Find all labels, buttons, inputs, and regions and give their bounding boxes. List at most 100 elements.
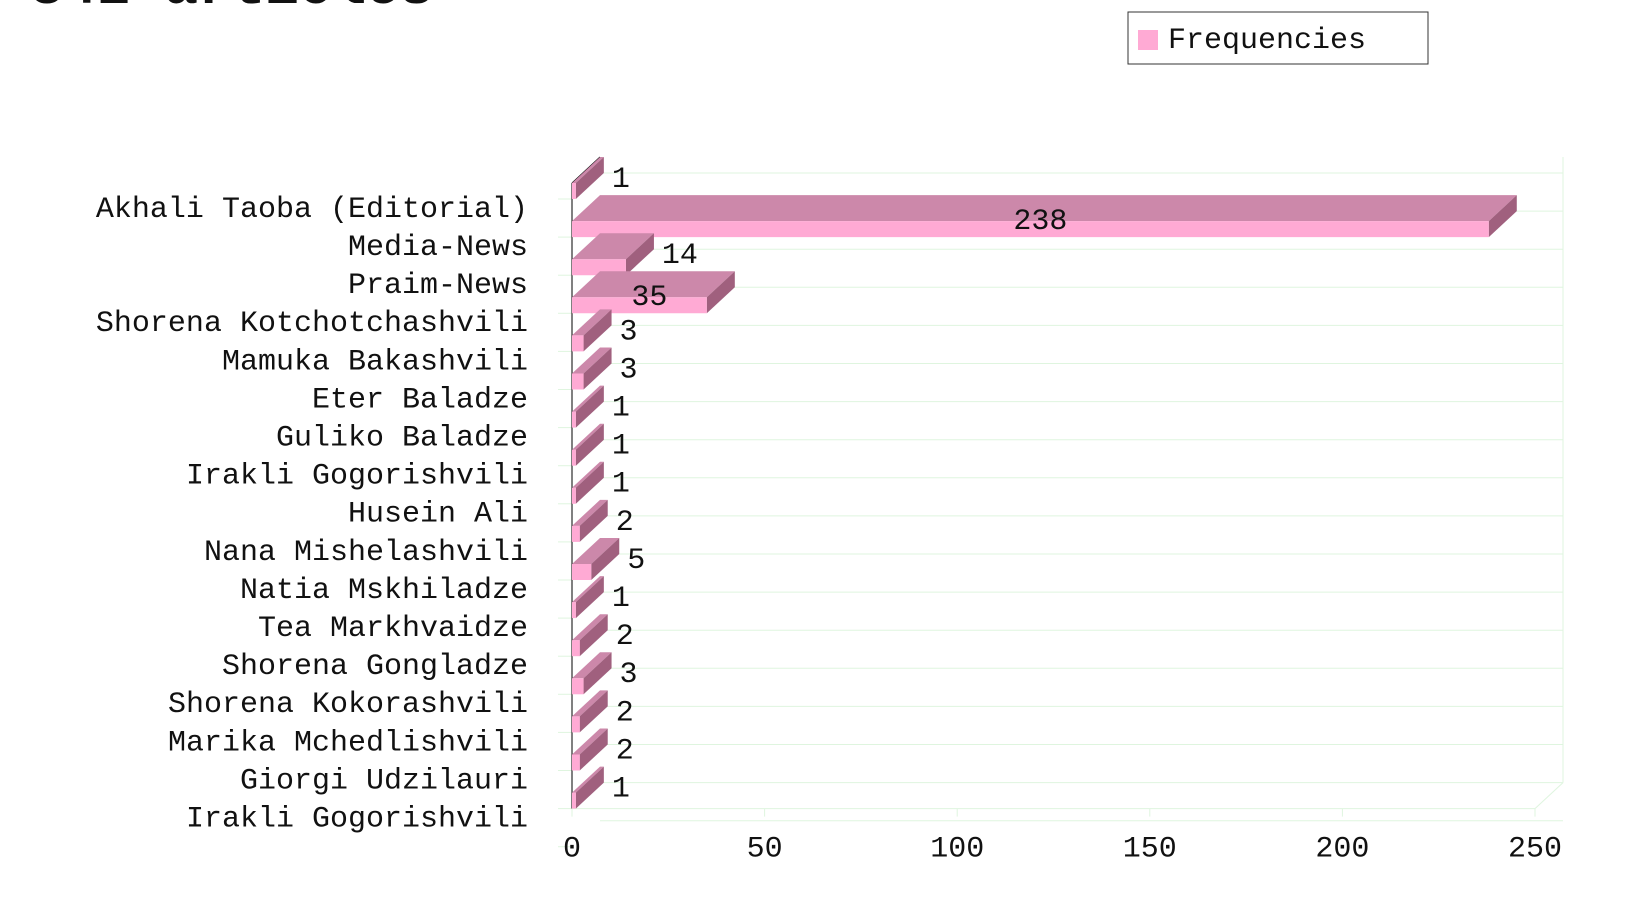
bar-top — [572, 652, 612, 679]
y-tick-label: Irakli Gogorishvili — [186, 460, 528, 494]
bar-front — [572, 449, 576, 466]
y-tick-label: Shorena Kotchotchashvili — [96, 307, 528, 341]
value-label: 3 — [620, 658, 638, 692]
bar-front — [572, 487, 576, 504]
bar — [572, 766, 604, 809]
y-tick-label: Shorena Kokorashvili — [168, 688, 528, 722]
bar-front — [572, 640, 580, 657]
bar-side — [583, 309, 612, 352]
bar-side — [575, 423, 604, 466]
bar — [572, 461, 604, 504]
y-tick-label: Irakli Gogorishvili — [186, 803, 528, 837]
value-label: 2 — [616, 620, 634, 654]
y-tick-label: Mamuka Bakashvili — [222, 345, 528, 379]
value-label: 2 — [616, 696, 634, 730]
bar-front — [572, 183, 576, 199]
bar-top — [572, 728, 608, 755]
bar — [572, 728, 608, 771]
y-tick-label: Husein Ali — [348, 498, 528, 532]
bar — [572, 271, 735, 314]
bar-front — [572, 373, 584, 390]
value-label: 1 — [612, 163, 630, 197]
y-tick-label: Nana Mishelashvili — [204, 536, 528, 570]
bar-top — [572, 423, 604, 450]
x-tick-label: 200 — [1315, 833, 1369, 867]
bar — [572, 652, 612, 695]
bar — [572, 309, 612, 352]
bar — [572, 195, 1517, 238]
bar — [572, 576, 604, 619]
bar-front — [572, 335, 584, 352]
bar-side — [579, 614, 608, 657]
y-tick-label: Eter Baladze — [312, 383, 528, 417]
bar-front — [572, 221, 1489, 238]
bar-front — [572, 716, 580, 733]
bar-side — [706, 271, 735, 314]
legend-swatch — [1138, 30, 1158, 50]
x-tick-label: 100 — [930, 833, 984, 867]
x-tick-label: 50 — [747, 833, 783, 867]
bar-top — [572, 157, 604, 183]
bar — [572, 157, 604, 199]
value-label: 2 — [616, 506, 634, 540]
legend-box — [1127, 11, 1429, 65]
bar-side — [591, 538, 620, 580]
bar-side — [579, 728, 608, 771]
y-tick-label: Giorgi Udzilauri — [240, 764, 528, 798]
y-tick-label: Marika Mchedlishvili — [168, 726, 528, 760]
bar-side — [625, 233, 654, 276]
bar-top — [572, 195, 1517, 222]
bar-side — [575, 157, 604, 199]
y-tick-label: Tea Markhvaidze — [258, 612, 528, 646]
value-label: 14 — [662, 239, 698, 273]
bar — [572, 233, 654, 276]
bar-top — [572, 309, 612, 336]
bar-front — [572, 297, 707, 314]
value-label: 1 — [612, 773, 630, 807]
bar-top — [572, 461, 604, 488]
bar-top — [572, 385, 604, 412]
value-label: 35 — [631, 281, 667, 315]
value-label: 1 — [612, 392, 630, 426]
bar — [572, 538, 620, 580]
bar-top — [572, 766, 604, 793]
bar-side — [575, 766, 604, 809]
bar-front — [572, 411, 576, 428]
bar-top — [572, 576, 604, 603]
bar-top — [572, 690, 608, 717]
bar-side — [575, 576, 604, 619]
value-label: 3 — [620, 353, 638, 387]
bar-top — [572, 614, 608, 641]
bar-top — [572, 499, 608, 526]
bar-front — [572, 602, 576, 619]
bar-side — [1488, 195, 1517, 238]
value-label: 1 — [612, 430, 630, 464]
bar — [572, 614, 608, 657]
x-tick-label: 0 — [563, 833, 581, 867]
floor-right — [1534, 782, 1564, 809]
y-tick-label: Shorena Gongladze — [222, 650, 528, 684]
bar — [572, 499, 608, 542]
value-label: 5 — [627, 544, 645, 578]
value-label: 238 — [1013, 205, 1067, 239]
bar-side — [579, 499, 608, 542]
bar-side — [583, 347, 612, 390]
bar-side — [575, 385, 604, 428]
bar-side — [583, 652, 612, 695]
bar-front — [572, 678, 584, 695]
bar-front — [572, 259, 626, 276]
value-label: 1 — [612, 468, 630, 502]
bar — [572, 423, 604, 466]
x-tick-label: 250 — [1508, 833, 1562, 867]
bar-front — [572, 792, 576, 809]
value-label: 2 — [616, 734, 634, 768]
value-label: 1 — [612, 582, 630, 616]
legend-label: Frequencies — [1168, 24, 1366, 58]
y-tick-label: Akhali Taoba (Editorial) — [96, 193, 528, 227]
bar-top — [572, 538, 620, 564]
bar-side — [575, 461, 604, 504]
y-tick-label: Natia Mskhiladze — [240, 574, 528, 608]
y-tick-label: Media-News — [348, 231, 528, 265]
bar-front — [572, 525, 580, 542]
